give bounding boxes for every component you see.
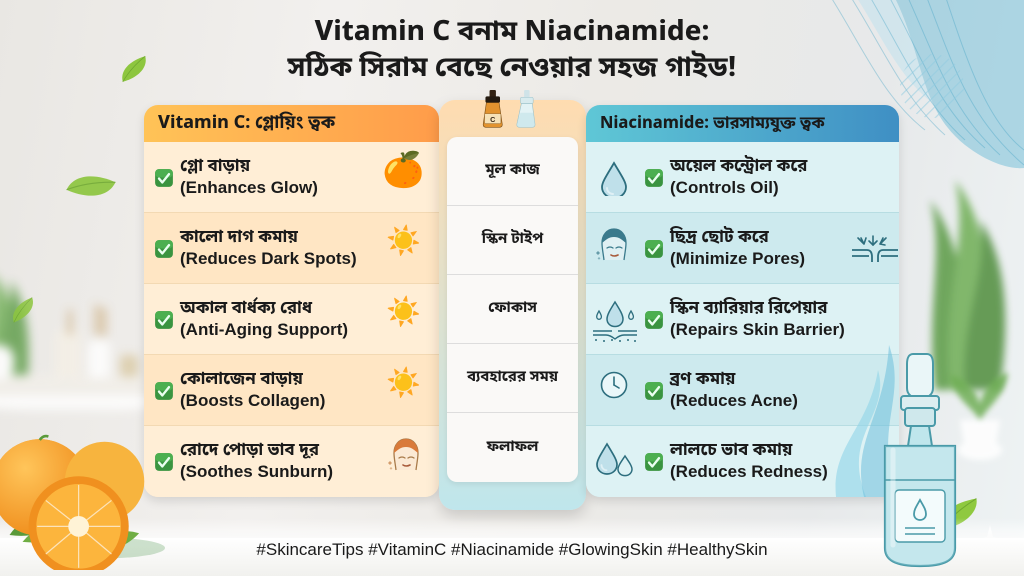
svg-text:C: C <box>490 115 496 124</box>
